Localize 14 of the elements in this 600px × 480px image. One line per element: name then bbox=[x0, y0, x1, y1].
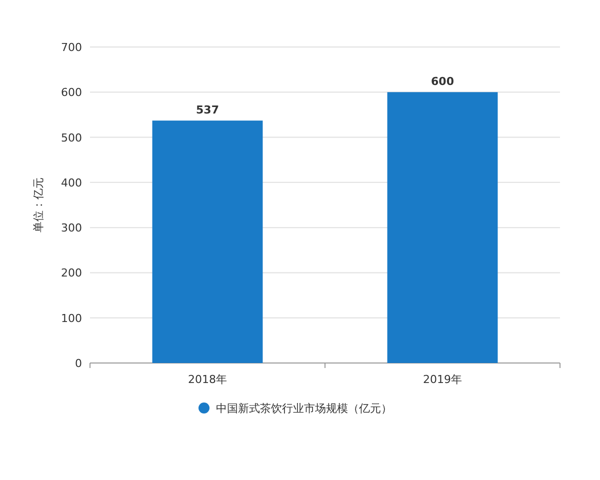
data-label: 600 bbox=[431, 75, 454, 88]
x-tick-label: 2019年 bbox=[423, 373, 462, 386]
y-tick-label: 400 bbox=[61, 176, 82, 190]
y-tick-label: 200 bbox=[61, 266, 82, 280]
data-label: 537 bbox=[196, 104, 219, 117]
y-tick-label: 700 bbox=[61, 41, 82, 54]
y-tick-label: 600 bbox=[61, 86, 82, 100]
y-tick-label: 0 bbox=[75, 357, 82, 370]
y-tick-label: 300 bbox=[61, 222, 82, 235]
x-tick-label: 2018年 bbox=[188, 373, 227, 386]
y-tick-label: 100 bbox=[61, 312, 82, 325]
y-axis-title: 单位：亿元 bbox=[32, 178, 45, 232]
legend-label: 中国新式茶饮行业市场规模（亿元） bbox=[216, 402, 392, 415]
y-tick-label: 500 bbox=[61, 131, 82, 144]
